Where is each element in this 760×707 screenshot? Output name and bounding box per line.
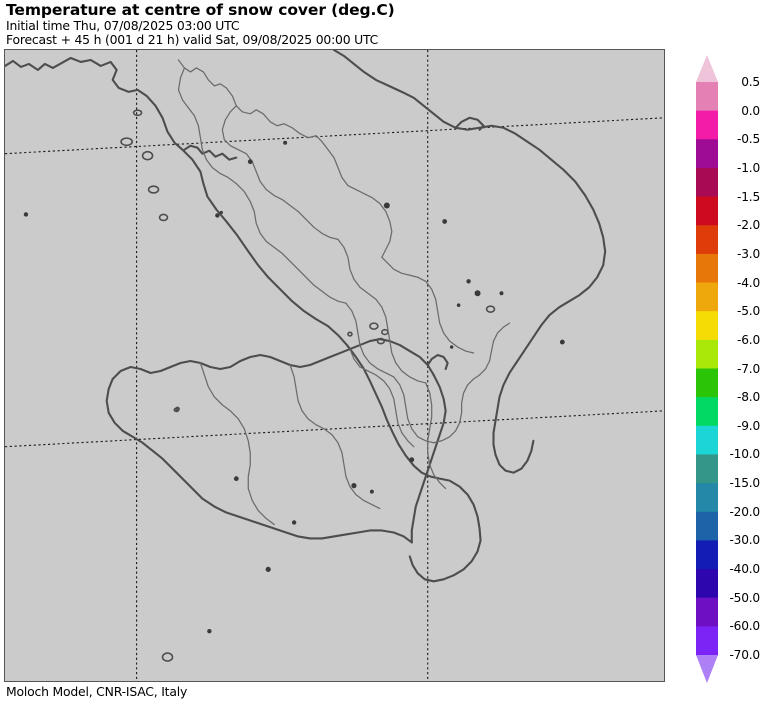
colorbar-tick-label: -6.0 xyxy=(737,332,760,347)
header-block: Temperature at centre of snow cover (deg… xyxy=(6,2,666,47)
page-title: Temperature at centre of snow cover (deg… xyxy=(6,1,395,19)
colorbar-tick-label: -0.5 xyxy=(737,132,760,147)
colorbar-band xyxy=(696,225,718,255)
colorbar-tick-label: -50.0 xyxy=(729,590,760,605)
colorbar-tick-label: -5.0 xyxy=(737,304,760,319)
colorbar-band xyxy=(696,483,718,513)
colorbar-tick-label: -1.0 xyxy=(737,160,760,175)
colorbar-band xyxy=(696,626,718,656)
colorbar-under-arrow xyxy=(696,655,718,683)
colorbar-tick-label: -1.5 xyxy=(737,189,760,204)
colorbar-tick-labels: 0.5 0.0 -0.5 -1.0 -1.5 -2.0 -3.0 -4.0 -5.0 -6.0 -7… xyxy=(714,49,760,689)
colorbar-band xyxy=(696,110,718,140)
colorbar-band xyxy=(696,397,718,427)
colorbar-band xyxy=(696,311,718,341)
settlement-dots xyxy=(23,140,565,634)
colorbar-tick-label: -30.0 xyxy=(729,533,760,548)
colorbar-band xyxy=(696,368,718,398)
colorbar-tick-label: -2.0 xyxy=(737,218,760,233)
colorbar-tick-label: -8.0 xyxy=(737,390,760,405)
colorbar-band xyxy=(696,569,718,599)
colorbar-band xyxy=(696,167,718,198)
forecast-valid-label: Forecast + 45 h (001 d 21 h) valid Sat, … xyxy=(6,32,379,47)
map-canvas[interactable] xyxy=(4,49,665,682)
colorbar-tick-label: -4.0 xyxy=(737,275,760,290)
colorbar-band xyxy=(696,425,718,456)
colorbar-swatches xyxy=(696,55,718,683)
colorbar-band xyxy=(696,597,718,627)
colorbar-band xyxy=(696,253,718,284)
colorbar-band xyxy=(696,139,718,169)
colorbar-band xyxy=(696,454,718,484)
colorbar-band xyxy=(696,282,718,312)
colorbar-tick-label: 0.0 xyxy=(741,103,760,118)
colorbar-tick-label: -3.0 xyxy=(737,246,760,261)
colorbar-tick-label: -9.0 xyxy=(737,418,760,433)
island-layer xyxy=(120,109,496,662)
model-credit-label: Moloch Model, CNR-ISAC, Italy xyxy=(6,684,188,699)
colorbar-tick-label: -10.0 xyxy=(729,447,760,462)
colorbar-tick-label: -15.0 xyxy=(729,476,760,491)
administrative-border-layer xyxy=(177,59,511,526)
initial-time-label: Initial time Thu, 07/08/2025 03:00 UTC xyxy=(6,18,240,33)
coastline-layer xyxy=(5,50,607,583)
colorbar-tick-label: -60.0 xyxy=(729,619,760,634)
colorbar-tick-label: -40.0 xyxy=(729,562,760,577)
map-vector-layer xyxy=(5,50,664,681)
colorbar-band xyxy=(696,196,718,226)
colorbar-tick-label: -7.0 xyxy=(737,361,760,376)
colorbar-band xyxy=(696,82,718,112)
colorbar: 0.5 0.0 -0.5 -1.0 -1.5 -2.0 -3.0 -4.0 -5.0 -6.0 -7… xyxy=(684,49,760,689)
map-background xyxy=(5,50,664,681)
colorbar-band xyxy=(696,339,718,370)
colorbar-band xyxy=(696,540,718,570)
colorbar-over-arrow xyxy=(696,55,718,82)
colorbar-tick-label: -20.0 xyxy=(729,504,760,519)
colorbar-tick-label: -70.0 xyxy=(729,648,760,662)
colorbar-tick-label: 0.5 xyxy=(741,75,760,89)
colorbar-band xyxy=(696,511,718,541)
